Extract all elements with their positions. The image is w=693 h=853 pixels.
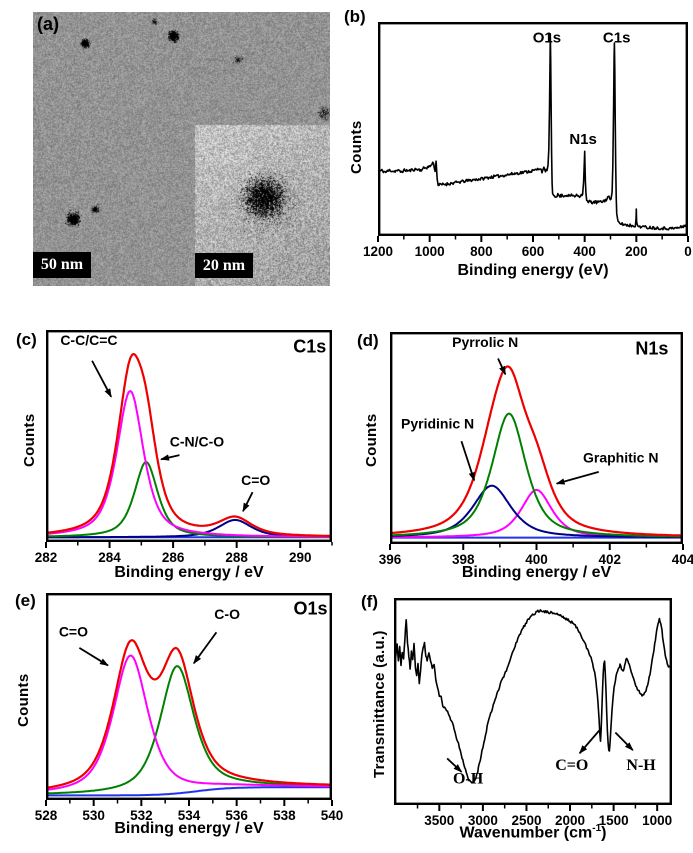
svg-text:400: 400 (573, 244, 596, 259)
annotation-arrow (193, 631, 218, 665)
x-axis-label-c: Binding energy / eV (114, 564, 264, 581)
svg-text:O1s: O1s (294, 599, 328, 619)
svg-text:Pyridinic N: Pyridinic N (401, 415, 474, 431)
svg-text:290: 290 (289, 550, 312, 565)
svg-text:3000: 3000 (468, 813, 498, 828)
scalebar-inset: 20 nm (195, 253, 253, 278)
svg-text:532: 532 (130, 808, 153, 823)
svg-text:2500: 2500 (511, 813, 541, 828)
annotation-arrow (242, 491, 254, 513)
x-axis-label-f: Wavenumber (cm-1) (394, 823, 672, 842)
svg-text:288: 288 (225, 550, 248, 565)
svg-text:540: 540 (321, 808, 344, 823)
svg-text:404: 404 (672, 552, 693, 567)
annotation-arrow (446, 757, 463, 773)
svg-text:286: 286 (162, 550, 185, 565)
y-axis-label-f: Transmittance (a.u.) (371, 630, 388, 778)
annotation-arrow (578, 729, 600, 755)
x-axis-label-e: Binding energy / eV (114, 820, 264, 837)
panel-label-a: (a) (37, 14, 59, 34)
x-axis-label-b: Binding energy (eV) (457, 262, 609, 279)
svg-text:C-O: C-O (214, 606, 240, 622)
svg-text:Graphitic N: Graphitic N (583, 449, 658, 465)
svg-text:C-C/C=C: C-C/C=C (60, 332, 117, 348)
x-axis-label-f-post: ) (601, 824, 607, 842)
annotation-arrow (78, 647, 109, 667)
panel-label-c: (c) (16, 330, 37, 349)
plot-frame (46, 593, 333, 801)
svg-text:N-H: N-H (626, 757, 656, 774)
panel-label-b: (b) (344, 7, 366, 26)
svg-text:800: 800 (470, 244, 493, 259)
y-axis-label-e: Counts (15, 673, 32, 727)
svg-text:C1s: C1s (603, 29, 631, 46)
svg-text:C=O: C=O (555, 757, 588, 774)
svg-text:536: 536 (225, 808, 248, 823)
xps-n1s-chart: 396 398 400 402 404 Pyrrolic N Pyridinic N Grap… (379, 332, 693, 567)
svg-text:600: 600 (522, 244, 545, 259)
plot-frame (378, 22, 689, 237)
annotation-arrow (160, 454, 180, 461)
plot-frame (390, 332, 684, 545)
y-axis-label-c: Counts (21, 413, 38, 467)
svg-text:1000: 1000 (642, 813, 672, 828)
annotation-arrow (555, 471, 600, 485)
panel-label-e: (e) (15, 591, 36, 610)
xps-c1s-chart: 282 284 286 288 290 C-C/C=C C-N/C-O C=O C1s (35, 330, 333, 565)
svg-text:1200: 1200 (363, 244, 393, 259)
xps-o1s-chart: 528 530 532 534 536 538 540 C=O C-O O1s (35, 593, 343, 823)
svg-text:0: 0 (684, 244, 692, 259)
svg-text:530: 530 (82, 808, 105, 823)
svg-text:N1s: N1s (569, 131, 597, 148)
annotation-arrow (91, 360, 112, 398)
svg-text:200: 200 (625, 244, 648, 259)
svg-text:C-N/C-O: C-N/C-O (170, 434, 225, 450)
x-axis-label-d: Binding energy / eV (461, 564, 612, 581)
svg-text:C=O: C=O (59, 623, 88, 639)
x-axis-label-f-pre: Wavenumber (cm (459, 824, 593, 842)
svg-text:282: 282 (35, 550, 58, 565)
svg-text:N1s: N1s (635, 338, 668, 358)
svg-text:284: 284 (98, 550, 121, 565)
annotation-arrow (614, 731, 634, 751)
panel-label-d: (d) (357, 331, 379, 350)
tem-micrograph (33, 12, 330, 286)
y-axis-label-b: Counts (348, 120, 365, 174)
plot-frame (394, 598, 673, 806)
svg-text:Pyrrolic N: Pyrrolic N (452, 334, 518, 350)
svg-text:O1s: O1s (533, 29, 561, 46)
ftir-chart: 3500 3000 2500 2000 1500 1000 O-H C=O N-H (394, 598, 673, 828)
plot-frame (46, 330, 333, 543)
svg-text:O-H: O-H (453, 770, 484, 787)
svg-text:1500: 1500 (599, 813, 629, 828)
svg-text:3500: 3500 (424, 813, 454, 828)
svg-text:538: 538 (273, 808, 296, 823)
y-axis-label-d: Counts (363, 413, 380, 467)
annotation-arrow (460, 440, 476, 482)
svg-text:396: 396 (379, 552, 402, 567)
x-axis-label-f-sup: -1 (592, 823, 602, 834)
svg-text:534: 534 (178, 808, 201, 823)
svg-text:C1s: C1s (293, 336, 326, 356)
panel-label-f: (f) (361, 592, 378, 611)
xps-survey-chart: 1200 1000 800 600 400 200 0 O1s N1s C1s (363, 22, 692, 259)
svg-text:398: 398 (452, 552, 475, 567)
svg-text:528: 528 (35, 808, 58, 823)
svg-text:402: 402 (598, 552, 621, 567)
scalebar-main: 50 nm (33, 252, 91, 278)
annotation-arrow (497, 358, 507, 376)
svg-text:C=O: C=O (241, 472, 270, 488)
svg-text:2000: 2000 (555, 813, 585, 828)
svg-text:1000: 1000 (415, 244, 445, 259)
svg-text:400: 400 (525, 552, 548, 567)
